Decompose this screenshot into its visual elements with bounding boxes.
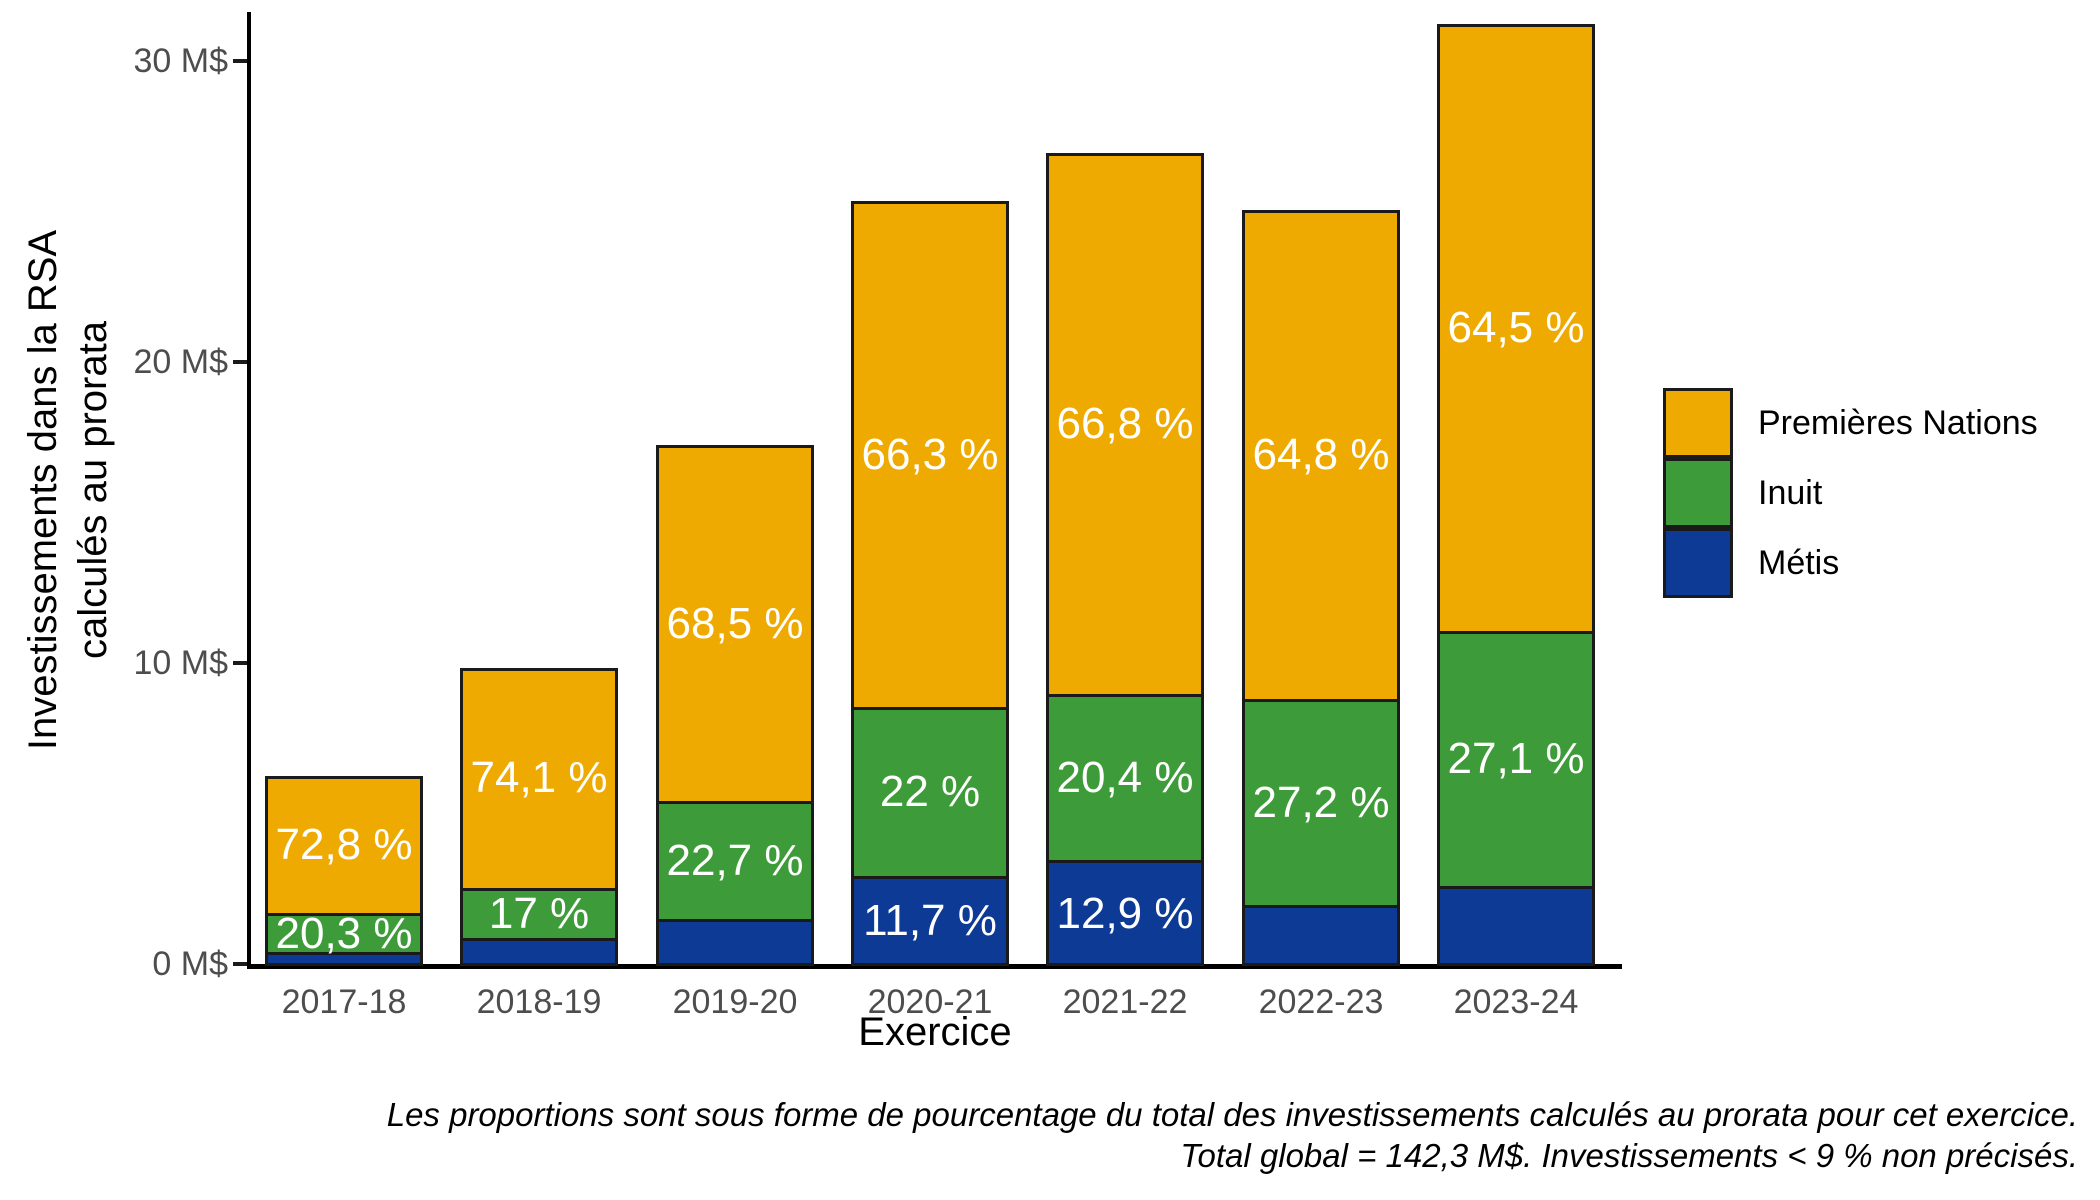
bar-segment-inuit [851, 708, 1009, 877]
bar-2020-21 [851, 201, 1009, 966]
y-tick-label-10: 10 M$ [133, 644, 229, 682]
segment-boundary [265, 913, 423, 917]
y-tick-label-30: 30 M$ [133, 42, 229, 80]
bar-segment-metis [656, 920, 814, 966]
x-tick-label: 2017-18 [281, 983, 407, 1021]
caption-line-2: Total global = 142,3 M$. Investissements… [1180, 1137, 2078, 1174]
x-tick-label: 2018-19 [476, 983, 602, 1021]
bar-segment-label: 20,4 % [1056, 753, 1194, 803]
segment-boundary [1437, 885, 1595, 889]
bar-2022-23 [1242, 210, 1400, 966]
segment-boundary [1242, 904, 1400, 908]
segment-boundary [1046, 860, 1204, 864]
bar-segment-label: 12,9 % [1056, 888, 1194, 938]
bar-2021-22 [1046, 153, 1204, 966]
x-tick-label: 2020-21 [867, 983, 993, 1021]
bar-segment-metis [851, 876, 1009, 966]
segment-boundary [851, 875, 1009, 879]
legend-swatch-premieres-nations [1663, 388, 1733, 458]
bar-2018-19 [460, 668, 618, 966]
bar-segment-label: 20,3 % [275, 908, 413, 958]
x-tick-label: 2023-24 [1453, 983, 1579, 1021]
y-tick-label-20: 20 M$ [133, 343, 229, 381]
bar-segment-metis [1242, 905, 1400, 966]
bar-segment-label: 68,5 % [666, 598, 804, 648]
y-tick-mark [233, 962, 247, 966]
segment-boundary [460, 887, 618, 891]
y-tick-mark [233, 360, 247, 364]
bar-segment-premieres-nations [460, 668, 618, 889]
bar-segment-premieres-nations [1437, 23, 1595, 632]
bar-segment-label: 22 % [879, 767, 981, 817]
bar-segment-label: 27,1 % [1447, 734, 1585, 784]
legend-label-premieres-nations: Premières Nations [1758, 404, 2038, 442]
bar-segment-premieres-nations [265, 776, 423, 915]
legend-label-inuit: Inuit [1758, 474, 1823, 512]
segment-boundary [656, 800, 814, 804]
bar-segment-premieres-nations [1242, 210, 1400, 701]
bar-segment-inuit [1242, 700, 1400, 906]
segment-boundary [1437, 630, 1595, 634]
caption: Les proportions sont sous forme de pourc… [118, 1094, 2078, 1176]
bar-segment-inuit [1046, 695, 1204, 862]
x-tick-label: 2022-23 [1258, 983, 1384, 1021]
segment-boundary [460, 938, 618, 942]
bar-segment-premieres-nations [656, 445, 814, 802]
segment-boundary [265, 951, 423, 955]
legend-label-metis: Métis [1758, 544, 1840, 582]
bar-segment-inuit [460, 888, 618, 940]
bar-segment-label: 64,5 % [1447, 302, 1585, 352]
x-axis-line [247, 964, 1622, 969]
y-tick-mark [233, 59, 247, 63]
bar-segment-label: 27,2 % [1252, 777, 1390, 827]
bar-segment-label: 64,8 % [1252, 430, 1390, 480]
legend-swatch-metis [1663, 528, 1733, 598]
bar-segment-label: 22,7 % [666, 836, 804, 886]
y-tick-label-0: 0 M$ [152, 945, 228, 983]
bar-segment-metis [265, 952, 423, 966]
segment-boundary [1046, 694, 1204, 698]
bar-segment-premieres-nations [1046, 153, 1204, 696]
x-tick-label: 2021-22 [1062, 983, 1188, 1021]
bar-segment-label: 72,8 % [275, 820, 413, 870]
bar-segment-metis [1437, 886, 1595, 966]
x-tick-label: 2019-20 [672, 983, 798, 1021]
bar-segment-label: 17 % [488, 889, 590, 939]
bar-segment-inuit [656, 801, 814, 921]
bar-segment-label: 66,3 % [861, 429, 999, 479]
bar-segment-metis [460, 939, 618, 966]
y-tick-mark [233, 661, 247, 665]
bar-segment-premieres-nations [851, 201, 1009, 709]
bar-2017-18 [265, 776, 423, 966]
bar-2019-20 [656, 445, 814, 966]
bar-segment-label: 74,1 % [470, 753, 608, 803]
caption-line-1: Les proportions sont sous forme de pourc… [386, 1096, 2078, 1133]
legend-swatch-inuit [1663, 458, 1733, 528]
segment-boundary [1242, 699, 1400, 703]
bar-segment-inuit [1437, 631, 1595, 887]
x-axis-title: Exercice [858, 1010, 1012, 1054]
bar-2023-24 [1437, 23, 1595, 966]
bar-segment-metis [1046, 861, 1204, 966]
bar-segment-inuit [265, 914, 423, 953]
bar-segment-label: 11,7 % [863, 896, 997, 946]
segment-boundary [851, 707, 1009, 711]
segment-boundary [656, 919, 814, 923]
bar-segment-label: 66,8 % [1056, 399, 1194, 449]
y-axis-line [247, 12, 251, 968]
